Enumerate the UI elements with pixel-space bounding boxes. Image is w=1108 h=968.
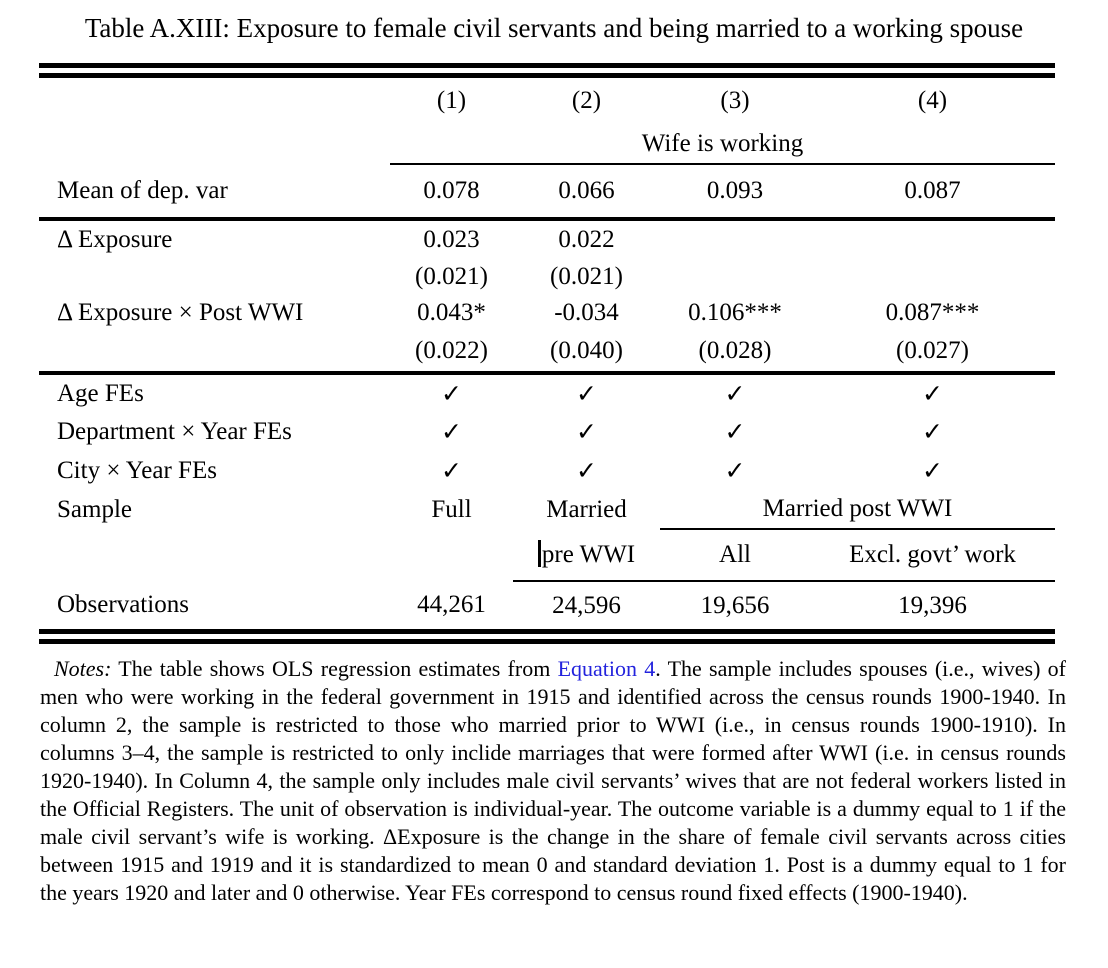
se-cell: (0.040) (513, 331, 660, 375)
fe-row-city-year: City × Year FEs ✓ ✓ ✓ ✓ (39, 451, 1055, 490)
sample-subheader-col2: pre WWI (513, 529, 660, 582)
coef-cell (810, 219, 1055, 259)
sample-subheader-col2-label: pre WWI (541, 541, 636, 568)
mean-dep-var-row: Mean of dep. var 0.078 0.066 0.093 0.087 (39, 164, 1055, 221)
se-cell: (0.022) (390, 331, 513, 375)
obs-col4: 19,396 (898, 591, 967, 619)
col-header-2: (2) (571, 87, 602, 114)
coef-row-exposure-post: Δ Exposure × Post WWI 0.043* -0.034 0.10… (39, 295, 1055, 331)
fe-row-department-year: Department × Year FEs ✓ ✓ ✓ ✓ (39, 412, 1055, 451)
sample-subheader-row: pre WWI All Excl. govt’ work (39, 529, 1055, 582)
bottom-double-rule (39, 629, 1055, 644)
checkmark-icon: ✓ (576, 457, 597, 485)
coef-row-exposure: Δ Exposure 0.023 0.022 (39, 219, 1055, 259)
coef-cell: -0.034 (554, 299, 619, 326)
coef-cell (660, 219, 810, 259)
coef-cell: 0.023 (423, 226, 480, 253)
mean-col4: 0.087 (810, 164, 1055, 221)
col-header-3: (3) (720, 87, 750, 114)
checkmark-icon: ✓ (441, 418, 462, 446)
se-row-exposure-post: (0.022) (0.040) (0.028) (0.027) (39, 331, 1055, 375)
se-cell (810, 259, 1055, 295)
row-label: Age FEs (57, 379, 144, 407)
row-label: Mean of dep. var (39, 164, 390, 221)
checkmark-icon: ✓ (922, 418, 943, 446)
observations-row: Observations 44,261 24,596 19,656 19,396 (39, 581, 1055, 629)
empty-cell (39, 124, 390, 164)
col-header-1: (1) (436, 87, 467, 114)
regression-table: (1) (2) (3) (4) Wife is working Mean of … (39, 78, 1055, 629)
checkmark-icon: ✓ (724, 380, 746, 408)
sample-col3-4-group: Married post WWI (660, 490, 1055, 530)
sample-col2: Married (546, 495, 627, 523)
checkmark-icon: ✓ (576, 418, 597, 446)
row-label: City × Year FEs (57, 456, 217, 484)
se-cell: (0.028) (660, 331, 810, 375)
se-cell: (0.027) (810, 331, 1055, 375)
empty-cell (390, 529, 513, 581)
se-cell: (0.021) (415, 263, 488, 290)
col-header-4: (4) (917, 87, 948, 114)
checkmark-icon: ✓ (724, 457, 746, 485)
checkmark-icon: ✓ (441, 457, 462, 485)
coef-cell: 0.043* (417, 299, 486, 326)
se-cell (660, 259, 810, 295)
empty-cell (39, 78, 390, 124)
mean-col3: 0.093 (660, 164, 810, 221)
notes-label: Notes: (54, 656, 112, 681)
checkmark-icon: ✓ (441, 380, 462, 408)
checkmark-icon: ✓ (922, 457, 943, 485)
sample-col1: Full (431, 495, 472, 523)
row-label: Sample (57, 495, 132, 523)
coef-cell: 0.022 (558, 226, 615, 253)
obs-col3: 19,656 (700, 591, 770, 619)
row-label (39, 331, 390, 375)
row-label: Observations (57, 591, 189, 618)
table-title: Table A.XIII: Exposure to female civil s… (84, 13, 1024, 43)
checkmark-icon: ✓ (724, 418, 746, 446)
se-cell: (0.021) (550, 263, 623, 290)
text-cursor (537, 540, 541, 567)
row-label: Department × Year FEs (57, 417, 292, 445)
obs-col1: 44,261 (417, 591, 486, 618)
sample-row: Sample Full Married Married post WWI (39, 490, 1055, 530)
obs-col2: 24,596 (552, 591, 621, 619)
mean-col2: 0.066 (513, 164, 660, 221)
sample-subheader-col4: Excl. govt’ work (810, 529, 1055, 582)
mean-col1: 0.078 (390, 164, 513, 221)
row-label (39, 259, 390, 295)
column-number-row: (1) (2) (3) (4) (39, 78, 1055, 124)
top-double-rule (39, 63, 1055, 78)
empty-cell (39, 529, 390, 581)
coef-cell: 0.106*** (688, 299, 782, 326)
coef-cell: 0.087*** (885, 299, 980, 326)
notes-text-after-link: . The sample includes spouses (i.e., wiv… (40, 656, 1066, 905)
equation-4-link[interactable]: Equation 4 (557, 656, 656, 681)
se-row-exposure: (0.021) (0.021) (39, 259, 1055, 295)
checkmark-icon: ✓ (576, 380, 597, 408)
table-notes: Notes: The table shows OLS regression es… (40, 655, 1066, 907)
notes-text-before-link: The table shows OLS regression estimates… (111, 656, 558, 681)
fe-row-age: Age FEs ✓ ✓ ✓ ✓ (39, 373, 1055, 412)
sample-subheader-col3: All (660, 529, 810, 582)
dep-var-header-row: Wife is working (39, 124, 1055, 165)
row-label: Δ Exposure × Post WWI (57, 299, 304, 326)
dep-var-header: Wife is working (390, 124, 1055, 165)
checkmark-icon: ✓ (922, 380, 943, 408)
row-label: Δ Exposure (57, 226, 173, 253)
